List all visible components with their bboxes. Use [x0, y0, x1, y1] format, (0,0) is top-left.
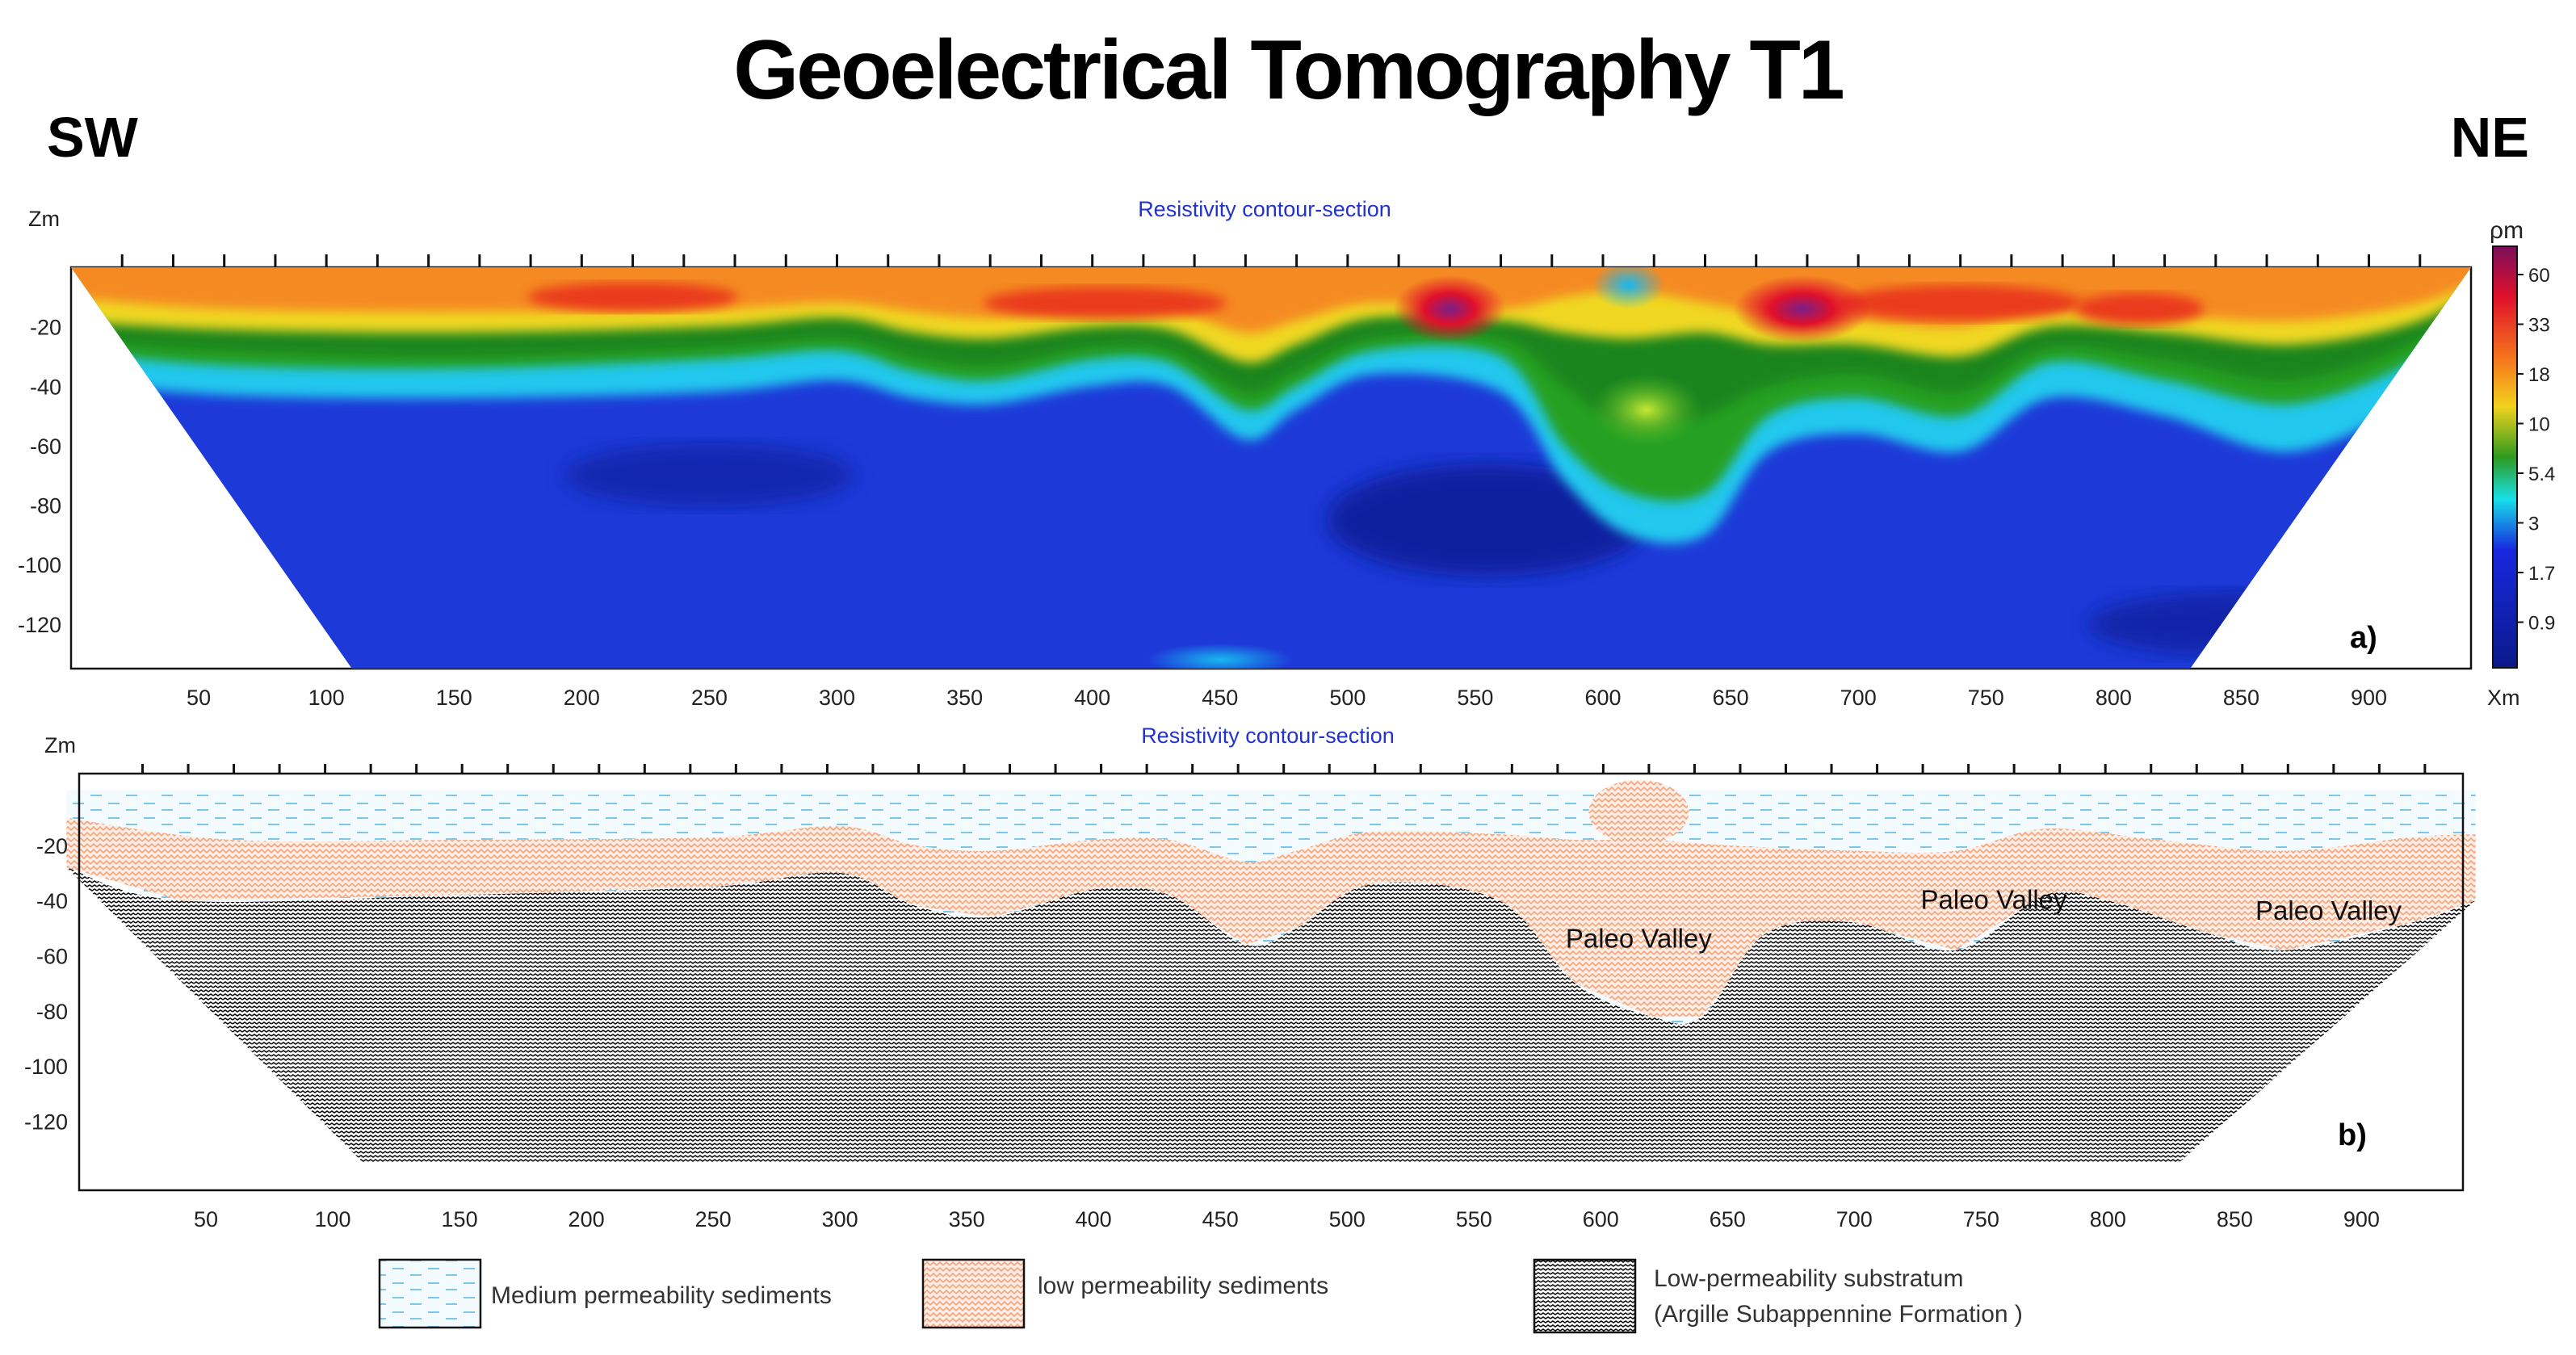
ne-direction-label: NE — [2450, 106, 2529, 169]
panel-b-y-axis-label: Zm — [44, 733, 76, 757]
y-tick-label: -80 — [30, 494, 61, 518]
x-tick-label: 800 — [2096, 686, 2132, 710]
sw-direction-label: SW — [47, 106, 138, 169]
x-tick-label: 350 — [949, 1207, 985, 1231]
colorbar-tick-label: 33 — [2528, 315, 2550, 337]
y-tick-label: -120 — [24, 1110, 68, 1135]
x-tick-label: 350 — [946, 686, 983, 710]
x-tick-label: 500 — [1329, 1207, 1366, 1231]
substratum-layer — [66, 867, 2476, 1163]
x-tick-label: 500 — [1329, 686, 1366, 710]
x-tick-label: 750 — [1968, 686, 2004, 710]
legend: Medium permeability sediments low permea… — [378, 1258, 2023, 1334]
x-tick-label: 400 — [1076, 1207, 1112, 1231]
panel-a: Resistivity contour-section Zm -20 -40 -60… — [18, 197, 2555, 710]
panel-a-x-axis-label: Xm — [2487, 686, 2520, 710]
panel-b-frame — [78, 772, 2465, 1192]
x-tick-label: 650 — [1713, 686, 1749, 710]
panel-a-y-axis-label: Zm — [28, 207, 60, 231]
panel-b-annotations: Paleo Valley Paleo Valley Paleo Valley — [1566, 884, 2402, 953]
x-tick-label: 550 — [1456, 1207, 1492, 1231]
x-tick-label: 300 — [819, 686, 855, 710]
panel-a-title: Resistivity contour-section — [1138, 197, 1391, 221]
x-tick-label: 200 — [568, 1207, 605, 1231]
x-tick-label: 550 — [1457, 686, 1493, 710]
x-tick-label: 700 — [1836, 1207, 1873, 1231]
panel-b-top-ticks — [141, 764, 2427, 774]
x-tick-label: 200 — [564, 686, 600, 710]
panel-b-title: Resistivity contour-section — [1141, 724, 1395, 748]
y-tick-label: -40 — [30, 375, 61, 399]
x-tick-label: 100 — [308, 686, 345, 710]
y-tick-label: -20 — [36, 834, 68, 858]
x-tick-label: 900 — [2351, 686, 2387, 710]
x-tick-label: 250 — [691, 686, 728, 710]
legend-label-low-permeability: low permeability sediments — [1038, 1273, 1328, 1299]
x-tick-label: 450 — [1202, 1207, 1239, 1231]
y-tick-label: -80 — [36, 1000, 68, 1024]
y-tick-label: -60 — [30, 434, 61, 459]
y-tick-label: -60 — [36, 945, 68, 969]
x-tick-label: 850 — [2217, 1207, 2253, 1231]
x-tick-label: 800 — [2090, 1207, 2126, 1231]
colorbar-tick-label: 10 — [2528, 414, 2550, 436]
x-tick-label: 700 — [1840, 686, 1877, 710]
x-tick-label: 100 — [315, 1207, 351, 1231]
paleo-valley-label: Paleo Valley — [1566, 923, 1713, 953]
colorbar-scale — [2492, 245, 2518, 669]
colorbar-tick-label: 0.9 — [2528, 613, 2555, 635]
x-tick-label: 850 — [2223, 686, 2259, 710]
x-tick-label: 300 — [822, 1207, 858, 1231]
colorbar: ρm 60 33 18 10 5.4 3 1.7 0.9 — [2490, 217, 2555, 669]
paleo-valley-label: Paleo Valley — [1921, 884, 2068, 914]
legend-label-medium-permeability: Medium permeability sediments — [491, 1282, 832, 1309]
low-permeability-layer — [66, 817, 2476, 1017]
x-tick-label: 450 — [1202, 686, 1238, 710]
panel-b: Resistivity contour-section Zm -20 -40 -60… — [24, 724, 2476, 1231]
y-tick-label: -20 — [30, 316, 61, 340]
x-tick-label: 150 — [436, 686, 472, 710]
panel-b-y-ticks: -20 -40 -60 -80 -100 -120 — [24, 834, 68, 1135]
low-permeability-lens — [1588, 779, 1689, 845]
panel-a-top-ticks — [120, 254, 2422, 267]
panel-a-x-ticks: 50 100 150 200 250 300 350 400 450 500 550 600 650 70… — [187, 686, 2387, 710]
x-tick-label: 650 — [1710, 1207, 1746, 1231]
x-tick-label: 600 — [1583, 1207, 1619, 1231]
legend-swatch-medium-permeability — [378, 1258, 482, 1329]
panel-b-x-ticks: 50 100 150 200 250 300 350 400 450 500 550 600 650 70… — [194, 1207, 2380, 1231]
figure-title: Geoelectrical Tomography T1 — [733, 23, 1844, 117]
colorbar-tick-label: 60 — [2528, 265, 2550, 287]
y-tick-label: -40 — [36, 889, 68, 913]
panel-a-resistivity-section — [71, 267, 2471, 669]
paleo-valley-label: Paleo Valley — [2255, 896, 2402, 925]
x-tick-label: 250 — [695, 1207, 732, 1231]
x-tick-label: 600 — [1584, 686, 1621, 710]
x-tick-label: 750 — [1963, 1207, 1999, 1231]
colorbar-tick-label: 5.4 — [2528, 464, 2555, 485]
legend-swatch-low-permeability — [921, 1258, 1026, 1329]
colorbar-tick-label: 18 — [2528, 364, 2550, 386]
panel-a-y-ticks: -20 -40 -60 -80 -100 -120 — [18, 316, 61, 637]
y-tick-label: -100 — [18, 553, 61, 577]
x-tick-label: 400 — [1074, 686, 1110, 710]
x-tick-label: 900 — [2343, 1207, 2380, 1231]
x-tick-label: 150 — [442, 1207, 478, 1231]
colorbar-tick-label: 1.7 — [2528, 563, 2555, 585]
panel-a-label: a) — [2350, 621, 2377, 655]
x-tick-label: 50 — [187, 686, 211, 710]
colorbar-tick-label: 3 — [2528, 514, 2539, 535]
x-tick-label: 50 — [194, 1207, 218, 1231]
legend-label-substratum-formation: (Argille Subappennine Formation ) — [1654, 1301, 2023, 1328]
colorbar-label: ρm — [2490, 217, 2524, 244]
panel-b-label: b) — [2338, 1118, 2367, 1152]
y-tick-label: -100 — [24, 1055, 68, 1079]
legend-label-substratum: Low-permeability substratum — [1654, 1265, 1963, 1292]
legend-swatch-substratum — [1533, 1258, 1637, 1334]
y-tick-label: -120 — [18, 613, 61, 637]
